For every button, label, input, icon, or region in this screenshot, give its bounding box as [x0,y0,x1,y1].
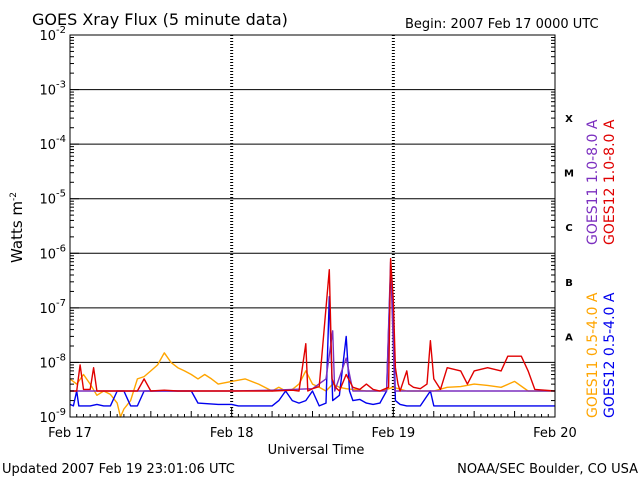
series-layer [69,257,556,418]
legend: GOES11 1.0-8.0 A GOES12 1.0-8.0 A GOES11 0… [585,119,618,418]
series-line-goes11-1-0-8-0-a [70,261,555,392]
flare-class-labels: X M C B A [564,114,574,343]
flare-class-C: C [565,223,572,234]
y-tick-label: 10-5 [39,189,66,208]
plot-frame [69,34,556,418]
x-tick-label: Feb 18 [210,426,254,441]
flare-class-A: A [565,332,573,343]
x-tick-label: Feb 20 [533,426,577,441]
y-tick-label: 10-8 [39,352,66,371]
legend-goes11-1-0-8-0-a: GOES11 1.0-8.0 A [585,119,601,245]
y-tick-label: 10-3 [39,80,66,99]
begin-date: Begin: 2007 Feb 17 0000 UTC [405,17,599,32]
flare-class-M: M [564,169,574,180]
y-axis-label: Watts m-2 [8,192,26,263]
flare-class-B: B [565,278,573,289]
y-tick-label: 10-4 [39,134,66,153]
y-tick-label: 10-2 [39,25,66,44]
chart-title: GOES Xray Flux (5 minute data) [32,10,288,29]
legend-goes12-0-5-4-0-a: GOES12 0.5-4.0 A [602,292,618,418]
y-tick-label: 10-7 [39,298,66,317]
updated-timestamp: Updated 2007 Feb 19 23:01:06 UTC [2,462,235,477]
series-line-goes12-1-0-8-0-a [70,257,556,392]
legend-goes11-0-5-4-0-a: GOES11 0.5-4.0 A [585,292,601,418]
x-axis-label: Universal Time [268,443,365,458]
y-tick-label: 10-6 [39,243,66,262]
y-axis-label-group: Watts m-2 [8,192,26,263]
x-tick-label: Feb 19 [371,426,415,441]
legend-goes12-1-0-8-0-a: GOES12 1.0-8.0 A [602,119,618,245]
credit-line: NOAA/SEC Boulder, CO USA [457,462,638,477]
y-tick-label: 10-9 [39,407,66,426]
x-tick-label: Feb 17 [48,426,92,441]
flare-class-X: X [565,114,573,125]
grid-lines [70,35,555,417]
